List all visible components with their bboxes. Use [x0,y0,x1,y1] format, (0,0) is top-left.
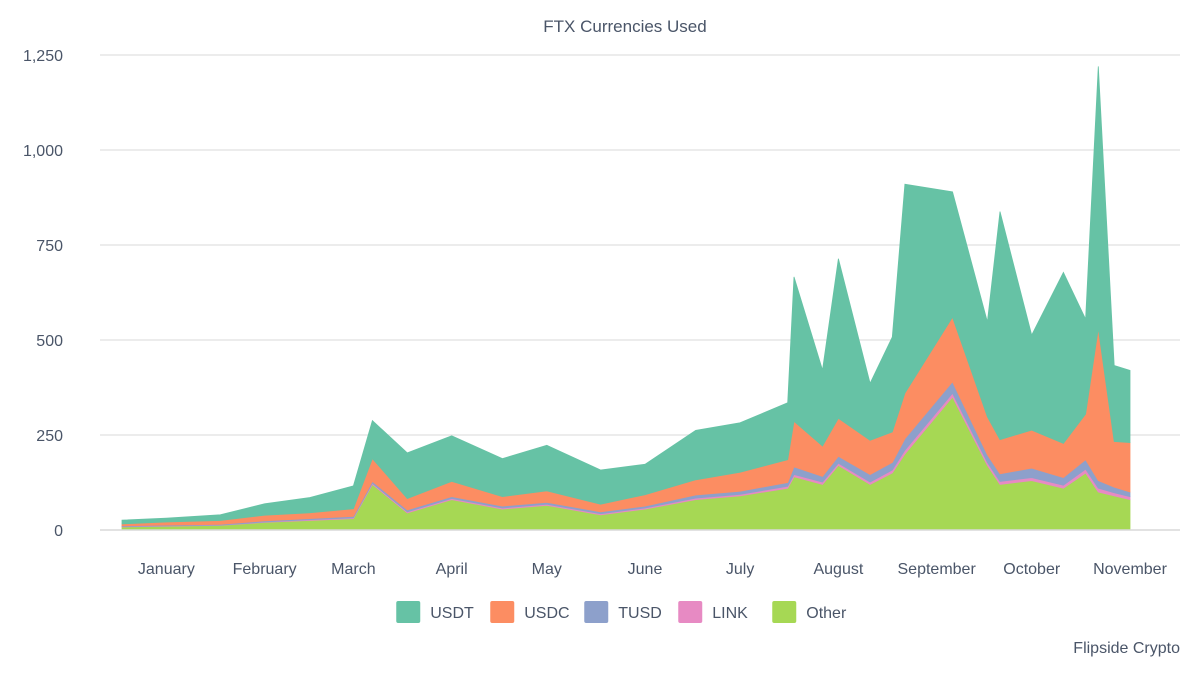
x-tick-label: July [726,561,754,578]
y-axis: 0 250 500 750 1,000 1,250 [23,48,63,540]
credit-label: Flipside Crypto [1073,640,1180,657]
legend: USDT USDC TUSD LINK Other [396,601,847,623]
legend-item-link[interactable]: LINK [678,601,748,623]
legend-swatch [490,601,515,623]
y-tick-label: 250 [36,428,63,445]
legend-label: USDT [430,605,474,622]
x-tick-label: February [233,561,297,578]
legend-label: TUSD [618,605,662,622]
area-series-usdt [121,66,1131,525]
legend-label: Other [806,605,847,622]
chart-title: FTX Currencies Used [543,17,706,36]
y-tick-label: 1,250 [23,48,63,65]
y-tick-label: 500 [36,333,63,350]
x-axis: January February March April May June July Augu… [138,561,1168,578]
legend-swatch [678,601,703,623]
plot-areas [121,66,1131,531]
x-tick-label: August [813,561,863,578]
legend-label: LINK [712,605,748,622]
legend-item-tusd[interactable]: TUSD [584,601,662,623]
x-tick-label: November [1093,561,1167,578]
legend-swatch [584,601,609,623]
y-tick-label: 0 [54,523,63,540]
x-tick-label: March [331,561,375,578]
legend-item-usdc[interactable]: USDC [490,601,570,623]
x-tick-label: October [1003,561,1061,578]
legend-item-other[interactable]: Other [772,601,847,623]
x-tick-label: June [628,561,663,578]
legend-swatch [396,601,421,623]
y-tick-label: 1,000 [23,143,63,160]
y-tick-label: 750 [36,238,63,255]
legend-item-usdt[interactable]: USDT [396,601,474,623]
x-tick-label: April [436,561,468,578]
legend-swatch [772,601,797,623]
x-tick-label: May [532,561,562,578]
x-tick-label: September [898,561,977,578]
legend-label: USDC [524,605,569,622]
x-tick-label: January [138,561,195,578]
